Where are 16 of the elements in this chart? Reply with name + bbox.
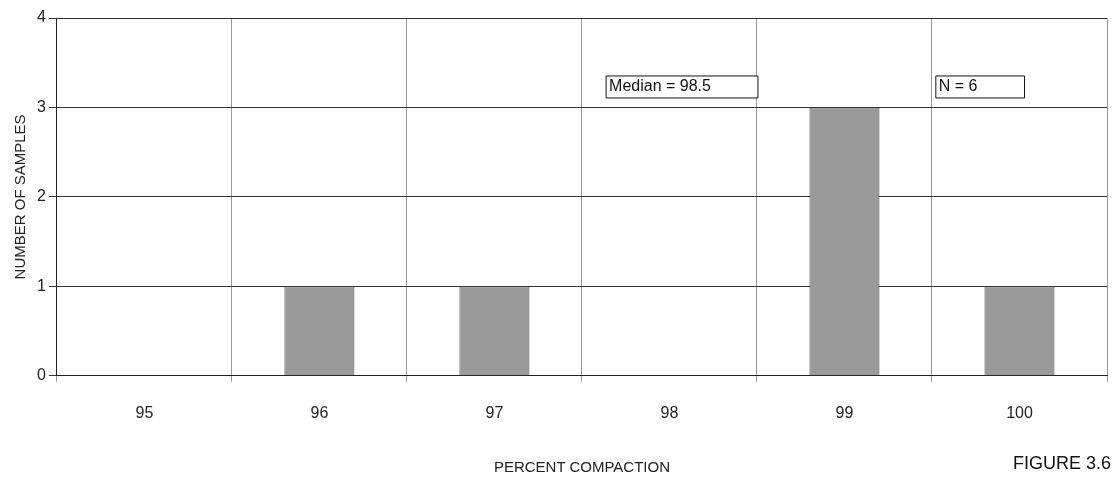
annotation: N = 6 bbox=[938, 77, 978, 95]
x-tick-label: 98 bbox=[660, 403, 679, 421]
y-tick-label: 2 bbox=[36, 187, 46, 205]
x-tick-label: 97 bbox=[485, 403, 504, 421]
x-tick-label: 100 bbox=[1006, 403, 1033, 421]
y-tick-label: 3 bbox=[36, 97, 46, 115]
x-tick-label: 99 bbox=[835, 403, 854, 421]
x-axis-title: PERCENT COMPACTION bbox=[493, 458, 671, 476]
y-tick-label: 1 bbox=[36, 276, 46, 294]
x-tick-label: 96 bbox=[310, 403, 329, 421]
y-tick-label: 0 bbox=[36, 366, 46, 384]
annotation: Median = 98.5 bbox=[609, 77, 712, 95]
caption: FIGURE 3.6 bbox=[1012, 452, 1111, 473]
y-axis-title: NUMBER OF SAMPLES bbox=[11, 114, 29, 280]
x-tick-label: 95 bbox=[135, 403, 154, 421]
y-tick-label: 4 bbox=[36, 8, 46, 26]
